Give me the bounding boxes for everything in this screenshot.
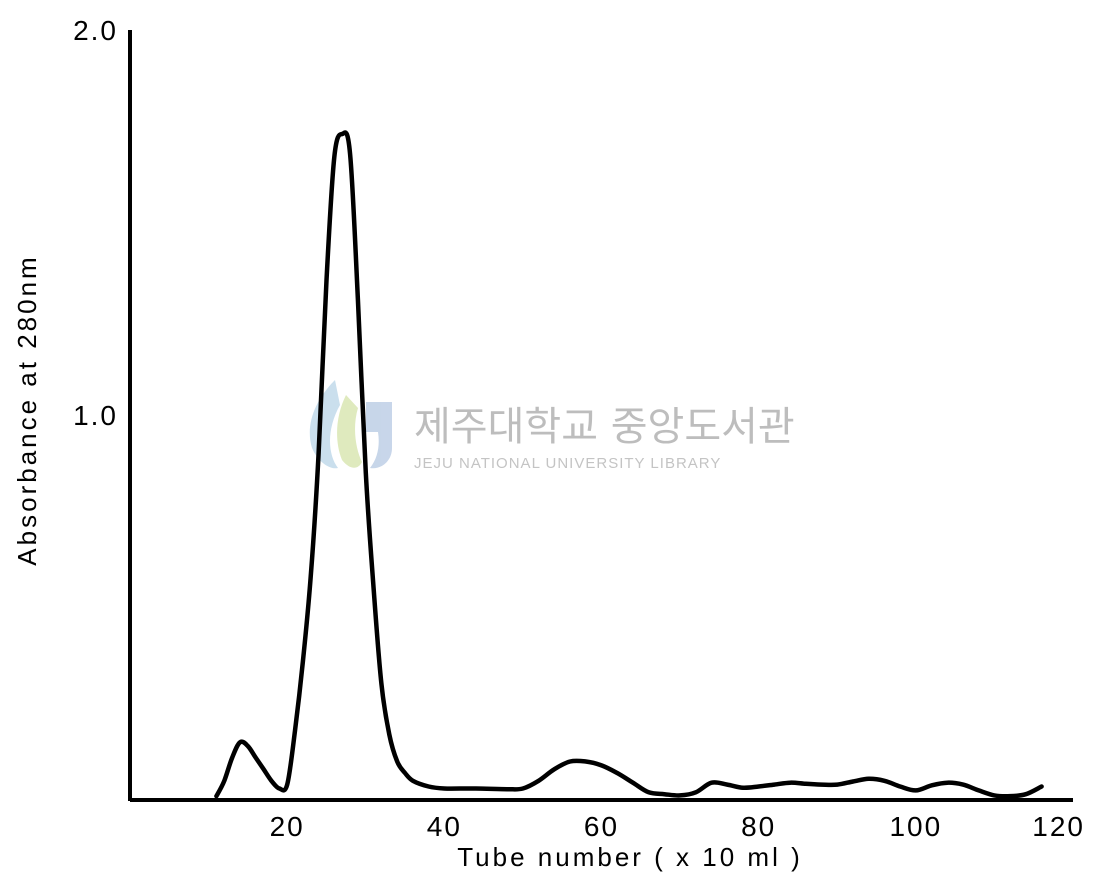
x-tick-label: 40	[427, 811, 462, 842]
x-tick-label: 100	[889, 811, 942, 842]
watermark-english-text: JEJU NATIONAL UNIVERSITY LIBRARY	[414, 455, 721, 472]
x-tick-labels: 20 40 60 80 100 120	[270, 811, 1085, 842]
y-tick-labels: 1.0 2.0	[73, 15, 118, 431]
library-watermark: 제주대학교 중앙도서관 JEJU NATIONAL UNIVERSITY LIB…	[309, 380, 795, 472]
x-tick-label: 20	[270, 811, 305, 842]
y-axis-title: Absorbance at 280nm	[12, 254, 42, 565]
y-tick-label: 1.0	[73, 400, 118, 431]
absorbance-curve	[214, 130, 1044, 799]
watermark-korean-text: 제주대학교 중앙도서관	[414, 404, 795, 450]
x-axis-title: Tube number ( x 10 ml )	[457, 842, 802, 872]
x-tick-label: 60	[584, 811, 619, 842]
y-tick-label: 2.0	[73, 15, 118, 46]
x-tick-label: 120	[1032, 811, 1085, 842]
x-tick-label: 80	[741, 811, 776, 842]
